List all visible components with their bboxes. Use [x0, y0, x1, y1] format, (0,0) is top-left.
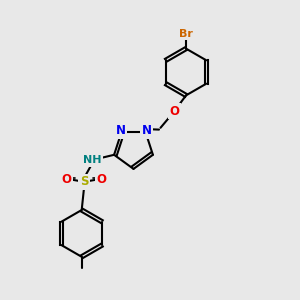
- Text: O: O: [97, 173, 106, 186]
- Text: S: S: [80, 175, 88, 188]
- Text: NH: NH: [83, 155, 102, 165]
- Text: O: O: [62, 173, 72, 186]
- Text: Br: Br: [179, 28, 193, 39]
- Text: O: O: [169, 104, 180, 118]
- Text: N: N: [116, 124, 126, 137]
- Text: N: N: [141, 124, 152, 137]
